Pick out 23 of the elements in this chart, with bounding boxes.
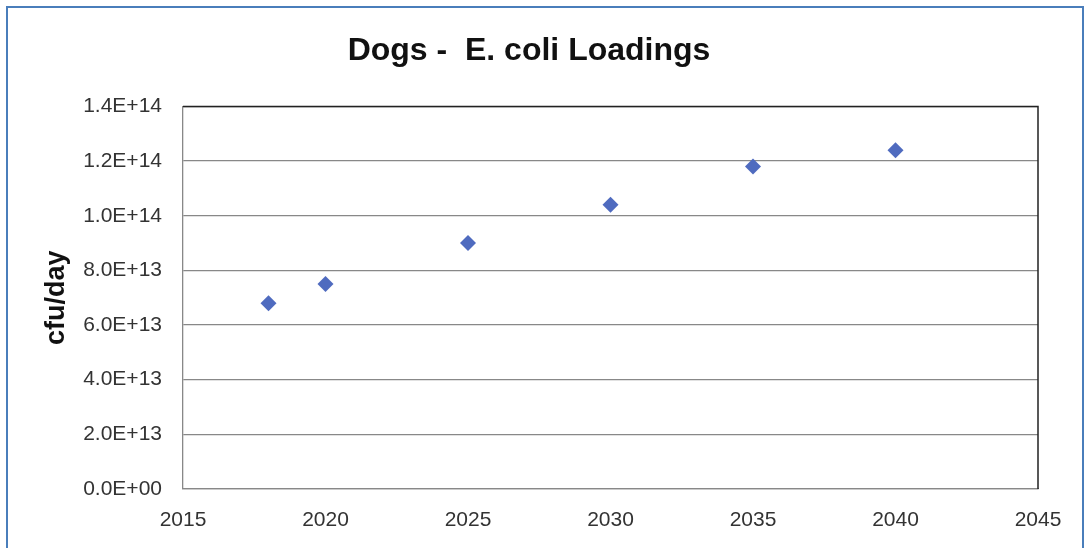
chart-title: Dogs - E. coli Loadings	[347, 31, 711, 68]
y-tick-label: 1.0E+14	[83, 202, 163, 226]
y-tick-label: 2.0E+13	[83, 421, 162, 445]
y-tick-label: 6.0E+13	[83, 311, 162, 335]
point	[260, 295, 277, 312]
y-tick-label: 1.4E+14	[83, 93, 163, 117]
point	[745, 158, 761, 175]
x-tick-label: 2020	[302, 507, 349, 531]
x-tick-label: 2045	[1014, 507, 1062, 531]
y-tick-label: 0.0E+00	[83, 475, 162, 499]
y-tick-label: 4.0E+13	[83, 366, 162, 390]
x-tick-label: 2015	[159, 507, 207, 531]
x-tick-label: 2030	[587, 507, 634, 531]
y-axis-title: cfu/day	[39, 250, 70, 345]
point	[602, 196, 619, 213]
x-tick-label: 2025	[444, 507, 492, 531]
point	[460, 235, 476, 252]
y-tick-label: 8.0E+13	[83, 257, 162, 281]
y-tick-label: 1.2E+14	[83, 147, 163, 171]
point	[887, 142, 904, 159]
x-tick-label: 2040	[872, 507, 919, 531]
point	[317, 276, 334, 293]
x-tick-label: 2035	[729, 507, 777, 531]
